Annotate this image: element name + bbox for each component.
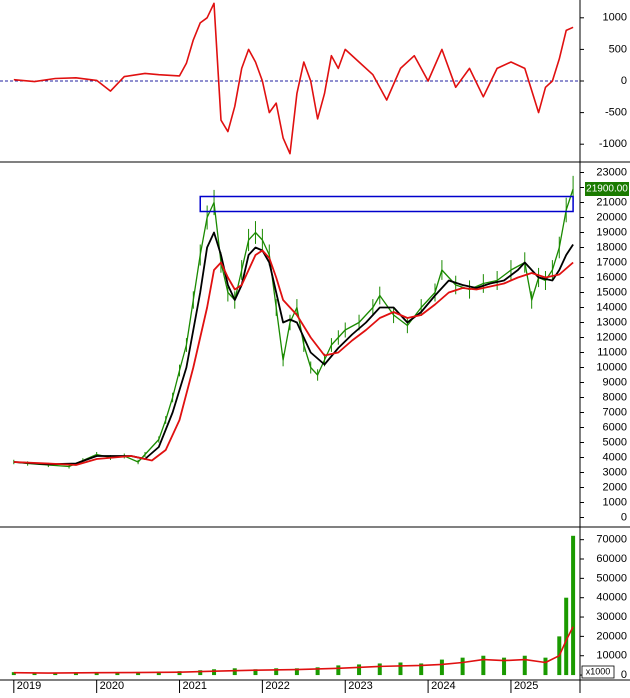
y-tick-label: 13000 <box>596 316 627 328</box>
y-tick-label: 40000 <box>596 592 627 604</box>
last-price-label: 21900.00 <box>586 184 628 195</box>
volume-bar <box>502 657 507 676</box>
volume-bar <box>136 671 141 676</box>
y-tick-label: 23000 <box>596 166 627 178</box>
moving-average-short <box>13 231 574 466</box>
y-tick-label: 1000 <box>603 496 627 508</box>
volume-bar <box>315 667 320 676</box>
y-tick-label: 17000 <box>596 256 627 268</box>
oscillator-line <box>13 2 574 155</box>
y-tick-label: 3000 <box>603 466 627 478</box>
y-tick-label: 0 <box>621 511 627 523</box>
y-tick-label: 30000 <box>596 611 627 623</box>
volume-bar <box>253 669 258 676</box>
volume-bar <box>419 663 424 676</box>
y-tick-label: 16000 <box>596 271 627 283</box>
y-tick-label: -500 <box>605 107 627 119</box>
y-tick-label: 20000 <box>596 630 627 642</box>
volume-y-axis: 0 10000 20000 30000 40000 50000 60000 70000 <box>580 534 627 681</box>
volume-bar <box>177 671 182 676</box>
volume-bar <box>564 597 569 676</box>
y-tick-label: 0 <box>621 669 627 681</box>
y-tick-label: 10000 <box>596 650 627 662</box>
y-tick-label: 1000 <box>603 12 627 24</box>
volume-bar <box>232 668 237 676</box>
volume-bar <box>460 657 465 676</box>
y-tick-label: 21000 <box>596 196 627 208</box>
moving-average-long <box>13 249 574 466</box>
y-tick-label: 70000 <box>596 534 627 546</box>
y-tick-label: 20000 <box>596 211 627 223</box>
y-tick-label: 14000 <box>596 301 627 313</box>
y-tick-label: 60000 <box>596 553 627 565</box>
volume-bar <box>543 657 548 676</box>
volume-bar <box>94 672 99 676</box>
resistance-box <box>199 195 574 213</box>
y-tick-label: 500 <box>609 43 627 55</box>
volume-bar <box>156 671 161 676</box>
y-tick-label: 50000 <box>596 572 627 584</box>
oscillator-y-axis: 1000 500 0 -500 -1000 <box>580 12 627 150</box>
volume-bar <box>274 668 279 676</box>
volume-bar <box>53 673 58 676</box>
volume-bar <box>357 664 362 676</box>
x-tick-label: 2025 <box>514 680 538 692</box>
y-tick-label: 5000 <box>603 436 627 448</box>
volume-bar <box>115 672 120 676</box>
volume-bar <box>212 669 217 676</box>
y-tick-label: -1000 <box>599 138 627 150</box>
oscillator-panel <box>0 2 580 155</box>
y-tick-label: 9000 <box>603 376 627 388</box>
volume-unit-box <box>581 665 615 679</box>
y-tick-label: 2000 <box>603 481 627 493</box>
x-tick-label: 2020 <box>100 680 124 692</box>
x-tick-label: 2022 <box>265 680 289 692</box>
volume-unit-label: x1000 <box>586 666 611 676</box>
x-tick-label: 2021 <box>183 680 207 692</box>
y-tick-label: 11000 <box>597 346 627 358</box>
x-tick-label: 2024 <box>431 680 455 692</box>
x-tick-label: 2023 <box>348 680 372 692</box>
volume-bar <box>32 672 37 676</box>
volume-bar <box>73 672 78 676</box>
price-line <box>13 188 574 468</box>
volume-bar <box>336 665 341 676</box>
price-y-axis: 0 1000 2000 3000 4000 5000 6000 7000 8000 9000 100… <box>580 166 627 523</box>
volume-average-line <box>13 626 574 674</box>
volume-bar <box>294 668 299 676</box>
volume-bar <box>571 535 576 676</box>
y-tick-label: 4000 <box>603 451 627 463</box>
y-tick-label: 7000 <box>603 406 627 418</box>
y-tick-label: 19000 <box>596 226 627 238</box>
price-panel <box>13 175 574 469</box>
y-tick-label: 15000 <box>596 286 627 298</box>
y-tick-label: 8000 <box>603 391 627 403</box>
y-tick-label: 10000 <box>596 361 627 373</box>
volume-bar <box>398 662 403 676</box>
last-price-tag <box>585 182 629 196</box>
volume-bar <box>198 670 203 676</box>
volume-bar <box>522 655 527 676</box>
x-axis: 2019 2020 2021 2022 2023 2024 2025 <box>13 680 538 693</box>
y-tick-label: 12000 <box>596 331 627 343</box>
x-tick-label: 2019 <box>17 680 41 692</box>
y-tick-label: 0 <box>621 75 627 87</box>
volume-bar <box>11 672 16 676</box>
y-tick-label: 6000 <box>603 421 627 433</box>
volume-bar <box>377 663 382 676</box>
volume-panel <box>11 535 576 676</box>
volume-bar <box>439 659 444 676</box>
volume-bar <box>481 655 486 676</box>
y-tick-label: 18000 <box>596 241 627 253</box>
